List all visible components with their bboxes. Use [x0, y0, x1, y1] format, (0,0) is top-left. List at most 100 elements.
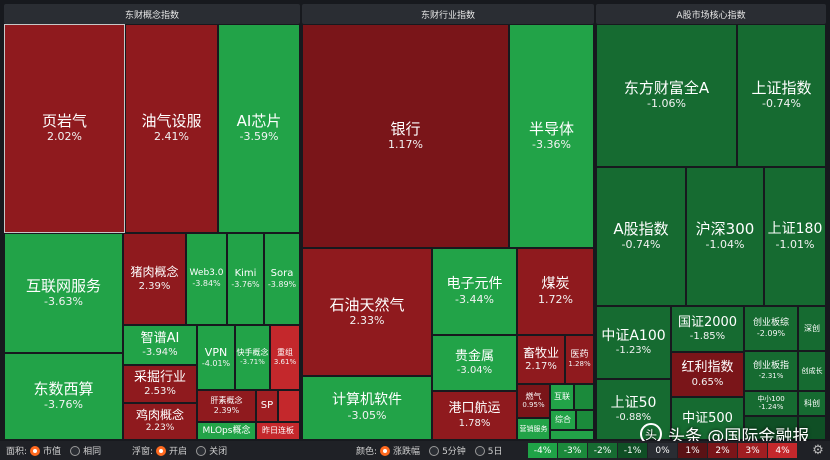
- tile-dianzi[interactable]: 电子元件 -3.44%: [432, 248, 517, 335]
- tile-vpn[interactable]: VPN -4.01%: [197, 325, 235, 390]
- legend-swatch: -4%: [528, 443, 557, 458]
- tile-ranqi[interactable]: 燃气 0.95%: [517, 384, 550, 418]
- tile-small-red[interactable]: [278, 390, 300, 422]
- tile-meitan[interactable]: 煤炭 1.72%: [517, 248, 594, 335]
- tile-bandaoti[interactable]: 半导体 -3.36%: [509, 24, 594, 248]
- tile-caijue[interactable]: 采掘行业 2.53%: [123, 365, 197, 403]
- area-option-equal-radio[interactable]: [70, 445, 81, 456]
- tile-shiyou[interactable]: 石油天然气 2.33%: [302, 248, 432, 376]
- tile-sora[interactable]: Sora -3.89%: [264, 233, 300, 325]
- tile-name: 国证2000: [677, 314, 738, 330]
- color-option-change-radio[interactable]: [380, 445, 391, 456]
- tile-name: 互联: [554, 392, 570, 402]
- tile-small-green-a[interactable]: [574, 384, 594, 410]
- tile-dongshu[interactable]: 东数西算 -3.76%: [4, 353, 123, 440]
- tile-hulian2[interactable]: 互联: [550, 384, 574, 410]
- float-option-on-radio[interactable]: [156, 445, 167, 456]
- tile-name: 上证180: [767, 220, 823, 237]
- tile-sz50[interactable]: 上证50 -0.88%: [596, 379, 671, 440]
- tile-zonghe[interactable]: 综合: [550, 410, 576, 430]
- float-label: 浮窗:: [132, 447, 154, 457]
- tile-jisuanji[interactable]: 计算机软件 -3.05%: [302, 376, 432, 440]
- tile-jirou[interactable]: 鸡肉概念 2.23%: [123, 403, 197, 440]
- tile-pct: 2.33%: [349, 313, 385, 327]
- tile-yeyanqi[interactable]: 页岩气 2.02%: [4, 24, 125, 233]
- tile-hongli[interactable]: 红利指数 0.65%: [671, 352, 744, 397]
- tile-zza100[interactable]: 中证A100 -1.23%: [596, 306, 671, 379]
- tile-name: 中证A100: [601, 327, 666, 344]
- tile-cyz[interactable]: 创业板综 -2.09%: [744, 306, 798, 351]
- tile-pct: -4.01%: [201, 358, 231, 368]
- tile-pct: -2.31%: [758, 371, 784, 380]
- tile-name: 港口航运: [448, 401, 501, 417]
- tile-small-green-c[interactable]: [550, 430, 594, 440]
- tile-name: 上证50: [610, 394, 657, 411]
- tile-pct: 2.02%: [47, 130, 82, 144]
- tile-name: 红利指数: [681, 360, 734, 376]
- tile-zhurou[interactable]: 猪肉概念 2.39%: [123, 233, 186, 325]
- tile-name: Sora: [270, 267, 294, 279]
- color-option-5day-label[interactable]: 5日: [487, 447, 503, 457]
- tile-gangkou[interactable]: 港口航运 1.78%: [432, 391, 517, 440]
- tile-youqi[interactable]: 油气设服 2.41%: [125, 24, 218, 233]
- color-option-5min-label[interactable]: 5分钟: [442, 447, 466, 457]
- color-option-5min-radio[interactable]: [429, 445, 440, 456]
- tile-shangzheng[interactable]: 上证指数 -0.74%: [737, 24, 826, 167]
- tile-yinhang[interactable]: 银行 1.17%: [302, 24, 509, 248]
- tile-hs300[interactable]: 沪深300 -1.04%: [686, 167, 764, 306]
- tile-shenzheng[interactable]: 深创: [798, 306, 826, 351]
- tile-gantu[interactable]: 肝素概念 2.39%: [197, 390, 256, 422]
- tile-name: 智谱AI: [140, 330, 180, 346]
- area-option-marketcap-label[interactable]: 市值: [43, 447, 62, 457]
- tile-name: 猪肉概念: [130, 265, 179, 280]
- tile-pct: 1.17%: [388, 137, 423, 151]
- tile-chongzu[interactable]: 重组 3.61%: [270, 325, 300, 390]
- float-option-off-label[interactable]: 关闭: [209, 447, 228, 457]
- float-option-on-label[interactable]: 开启: [169, 447, 188, 457]
- tile-pct: 2.41%: [154, 130, 189, 144]
- tile-name: 半导体: [528, 119, 574, 138]
- tile-small-core-b[interactable]: [798, 416, 826, 440]
- tile-yiyao[interactable]: 医药 1.28%: [565, 335, 594, 384]
- tile-sz180[interactable]: 上证180 -1.01%: [764, 167, 826, 306]
- tile-zx100[interactable]: 中小100 -1.24%: [744, 391, 798, 416]
- tile-pct: 2.39%: [213, 405, 240, 415]
- tile-kuaishou[interactable]: 快手概念 -3.71%: [235, 325, 270, 390]
- tile-small-core-a[interactable]: [744, 416, 798, 440]
- tile-aichip[interactable]: AI芯片 -3.59%: [218, 24, 300, 233]
- area-option-equal-label[interactable]: 相同: [83, 447, 102, 457]
- tile-kechuang[interactable]: 科创: [798, 391, 826, 416]
- tile-sp[interactable]: SP: [256, 390, 278, 422]
- color-option-5day-radio[interactable]: [474, 445, 485, 456]
- tile-name: Kimi: [234, 267, 257, 279]
- tile-web3[interactable]: Web3.0 -3.84%: [186, 233, 227, 325]
- tile-zuoriliang[interactable]: 昨日连板: [256, 422, 300, 440]
- tile-zhipu[interactable]: 智谱AI -3.94%: [123, 325, 197, 365]
- tile-name: 煤炭: [541, 275, 570, 292]
- tile-mlops[interactable]: MLOps概念: [197, 422, 256, 440]
- color-option-change-label[interactable]: 涨跌幅: [393, 447, 421, 457]
- tile-guijinshu[interactable]: 贵金属 -3.04%: [432, 335, 517, 391]
- tile-name: 计算机软件: [332, 392, 402, 409]
- tile-gz2000[interactable]: 国证2000 -1.85%: [671, 306, 744, 352]
- tile-name: 油气设服: [141, 112, 202, 131]
- tile-cyc[interactable]: 创成长: [798, 351, 826, 391]
- tile-hulianwang[interactable]: 互联网服务 -3.63%: [4, 233, 123, 353]
- area-option-marketcap-radio[interactable]: [30, 445, 41, 456]
- tile-kimi[interactable]: Kimi -3.76%: [227, 233, 264, 325]
- tile-agu[interactable]: A股指数 -0.74%: [596, 167, 686, 306]
- tile-xumu[interactable]: 畜牧业 2.17%: [517, 335, 565, 384]
- color-control: 颜色: 涨跌幅 5分钟 5日: [356, 441, 503, 460]
- float-option-off-radio[interactable]: [196, 445, 207, 456]
- tile-dongfangcaifu[interactable]: 东方财富全A -1.06%: [596, 24, 737, 167]
- tile-pct: -1.24%: [758, 403, 784, 412]
- tile-pct: 2.53%: [144, 386, 176, 398]
- tile-small-green-b[interactable]: [576, 410, 594, 430]
- tile-pct: 1.78%: [458, 417, 491, 429]
- tile-zz500[interactable]: 中证500: [671, 397, 744, 440]
- tile-name: 电子元件: [446, 275, 503, 292]
- legend-swatch: -2%: [588, 443, 617, 458]
- tile-yingxiao[interactable]: 营销服务: [517, 418, 550, 440]
- tile-cyb[interactable]: 创业板指 -2.31%: [744, 351, 798, 391]
- gear-icon[interactable]: ⚙: [812, 442, 824, 458]
